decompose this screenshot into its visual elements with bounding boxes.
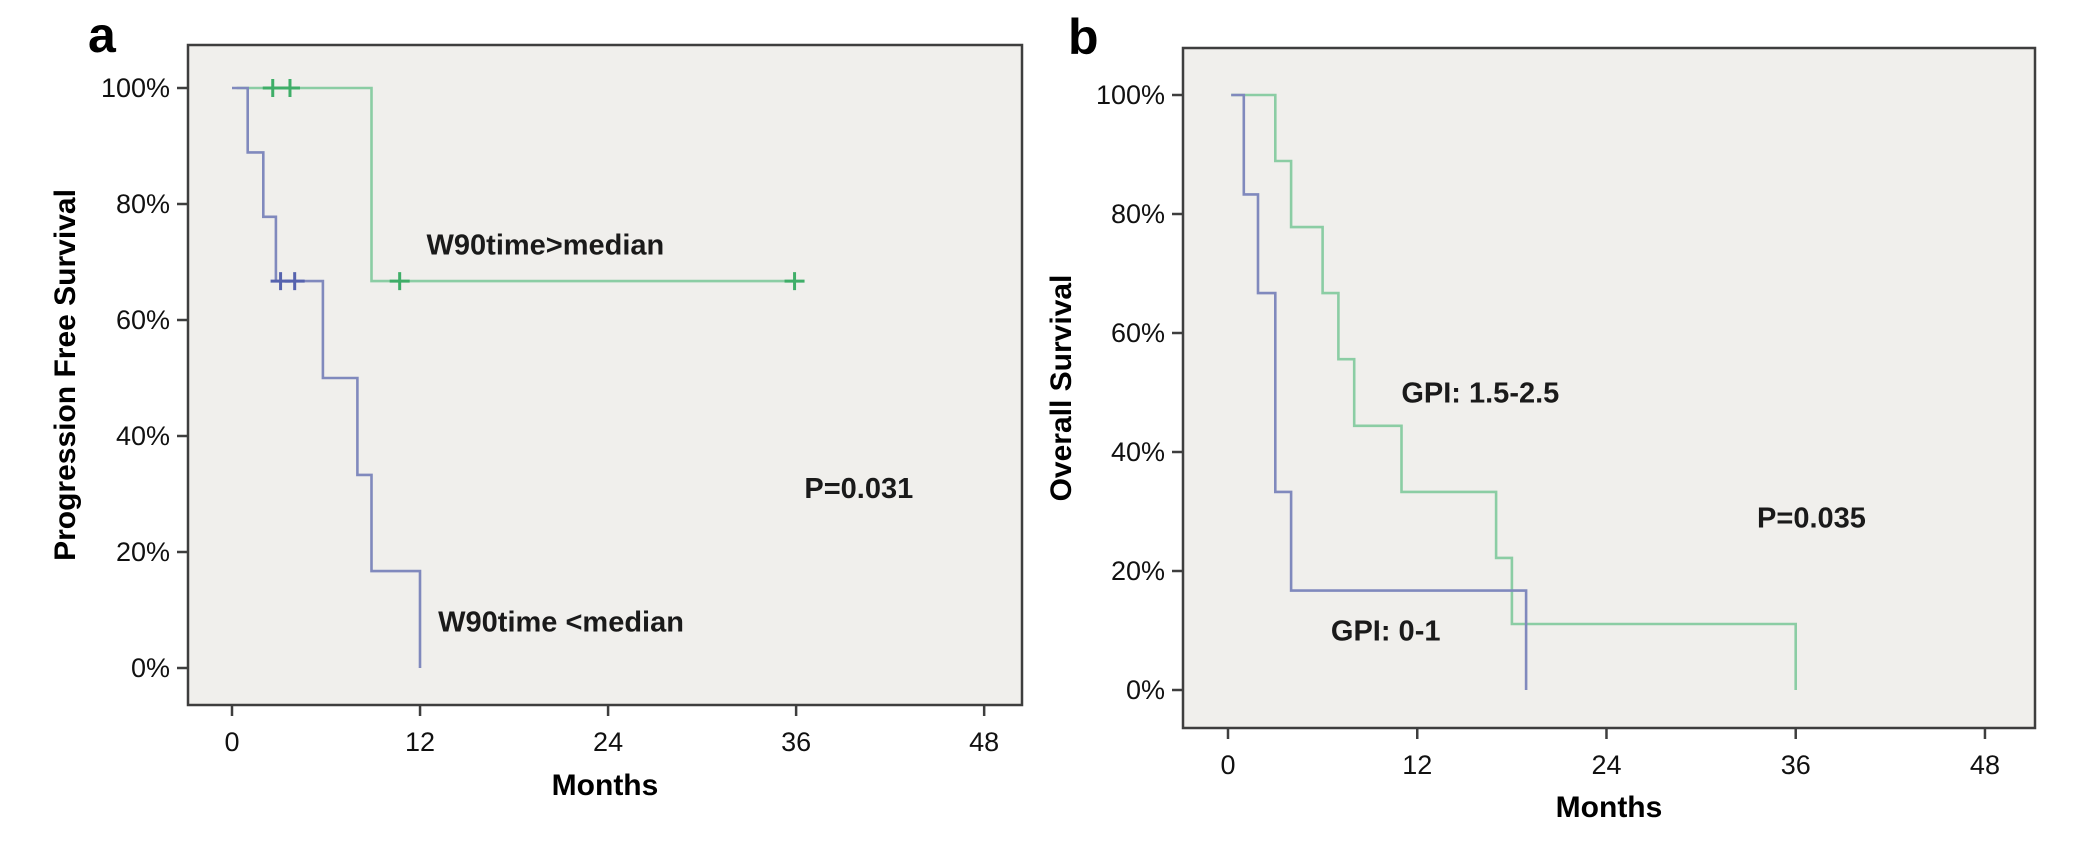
y-tick-label: 40% — [116, 421, 170, 451]
curve-label-annotation: W90time <median — [438, 607, 684, 639]
panel-b-letter: b — [1068, 9, 1099, 65]
y-tick-label: 20% — [116, 537, 170, 567]
panel-b-x-axis-title: Months — [1555, 791, 1663, 824]
x-tick-label: 0 — [1220, 750, 1235, 780]
y-tick-label: 0% — [131, 653, 170, 683]
y-tick-label: 100% — [1096, 80, 1165, 110]
curve-label-annotation: W90time>median — [427, 230, 665, 262]
x-tick-label: 36 — [781, 727, 811, 757]
x-tick-label: 12 — [405, 727, 435, 757]
y-tick-label: 40% — [1111, 437, 1165, 467]
y-tick-label: 100% — [101, 73, 170, 103]
survival-curve — [1231, 93, 1797, 690]
curve-label-annotation: GPI: 0-1 — [1331, 616, 1441, 648]
p-value-annotation: P=0.035 — [1757, 502, 1866, 534]
p-value-annotation: P=0.031 — [804, 473, 913, 505]
x-tick-label: 48 — [969, 727, 999, 757]
y-tick-label: 80% — [116, 189, 170, 219]
x-tick-label: 24 — [593, 727, 623, 757]
x-tick-label: 12 — [1402, 750, 1432, 780]
x-tick-label: 48 — [1970, 750, 2000, 780]
y-tick-label: 60% — [116, 305, 170, 335]
y-tick-label: 80% — [1111, 199, 1165, 229]
survival-curve — [232, 86, 422, 668]
x-tick-label: 24 — [1591, 750, 1621, 780]
plot-area — [1183, 48, 2035, 728]
y-tick-label: 60% — [1111, 318, 1165, 348]
survival-curve — [1231, 93, 1528, 690]
x-tick-label: 0 — [224, 727, 239, 757]
panel-a-x-axis-title: Months — [551, 769, 659, 802]
curve-label-annotation: GPI: 1.5-2.5 — [1401, 378, 1559, 410]
y-tick-label: 0% — [1126, 675, 1165, 705]
survival-curve — [236, 86, 795, 283]
plot-frame — [1181, 46, 2037, 730]
panel-b-y-axis-title: Overall Survival — [1045, 274, 1078, 502]
plot-frame — [186, 43, 1024, 707]
x-tick-label: 36 — [1781, 750, 1811, 780]
panel-a-y-axis-title: Progression Free Survival — [49, 189, 82, 561]
y-tick-label: 20% — [1111, 556, 1165, 586]
panel-a-letter: a — [88, 7, 116, 63]
plot-area — [188, 45, 1022, 705]
